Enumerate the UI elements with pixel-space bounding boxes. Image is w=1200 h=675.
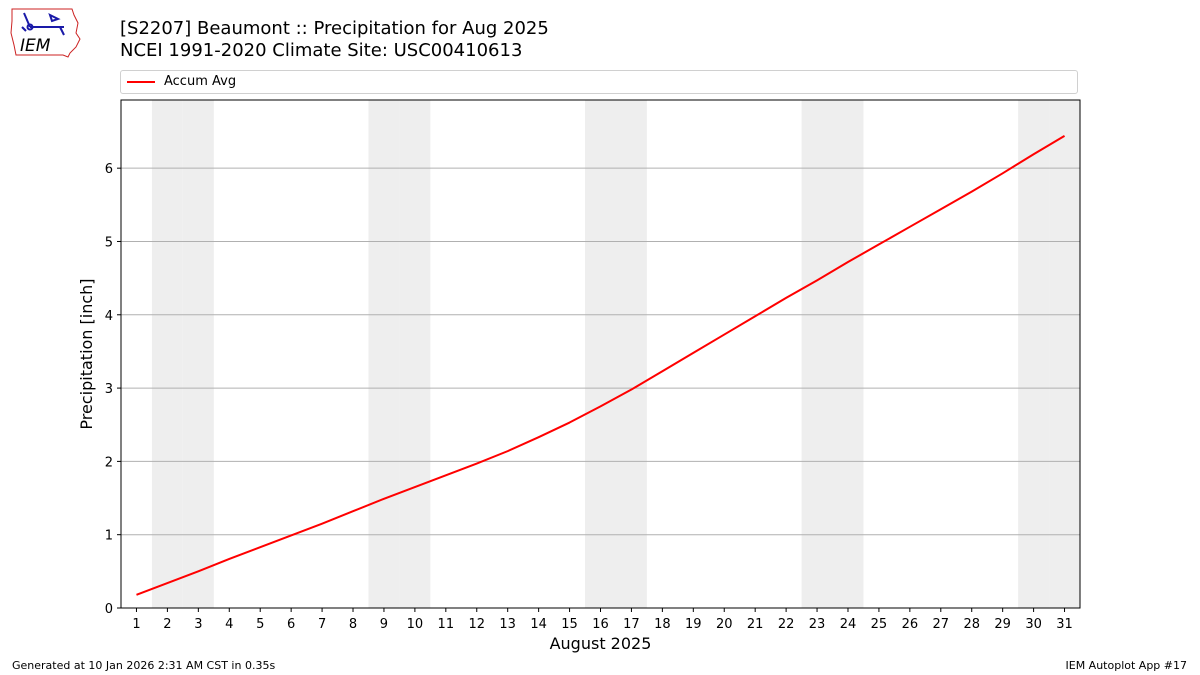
weekend-band-day-10: [399, 100, 431, 608]
x-tick-label-17: 17: [623, 617, 640, 632]
weekend-band-day-9: [368, 100, 400, 608]
x-axis-label: August 2025: [550, 634, 652, 653]
weekend-band-day-3: [182, 100, 214, 608]
x-tick-label-4: 4: [225, 617, 233, 632]
x-tick-label-12: 12: [468, 617, 485, 632]
weekend-bands: [151, 100, 1080, 608]
x-axis-ticks: 1 2 3 4 5 6 7 8 9 10 11 12 13 14 15 16 17 18 19 20 21 22 23 24 2…: [132, 608, 1073, 632]
x-tick-label-3: 3: [194, 617, 202, 632]
weekend-band-day-30: [1018, 100, 1050, 608]
x-tick-label-29: 29: [994, 617, 1011, 632]
chart-title-line-1: [S2207] Beaumont :: Precipitation for Au…: [120, 18, 549, 39]
x-tick-label-6: 6: [287, 617, 295, 632]
x-tick-label-30: 30: [1025, 617, 1042, 632]
x-tick-label-13: 13: [499, 617, 516, 632]
x-tick-label-31: 31: [1056, 617, 1073, 632]
x-tick-label-21: 21: [747, 617, 764, 632]
series-layer: [136, 135, 1066, 596]
y-tick-label-2: 2: [105, 455, 113, 470]
y-tick-label-5: 5: [105, 235, 113, 250]
legend-swatch-accum-avg: [127, 81, 155, 83]
weekend-band-day-23: [801, 100, 833, 608]
y-axis-ticks: 0 1 2 3 4 5 6: [105, 162, 121, 617]
chart-legend: Accum Avg: [120, 70, 1078, 94]
iem-logo: IEM: [10, 8, 81, 58]
y-tick-label-0: 0: [105, 602, 113, 617]
x-tick-label-8: 8: [349, 617, 357, 632]
legend-label-accum-avg: Accum Avg: [164, 74, 237, 89]
logo-text: IEM: [20, 36, 51, 56]
x-tick-label-25: 25: [871, 617, 888, 632]
x-tick-label-23: 23: [809, 617, 826, 632]
x-tick-label-26: 26: [902, 617, 919, 632]
y-tick-label-6: 6: [105, 162, 113, 177]
x-tick-label-7: 7: [318, 617, 326, 632]
x-tick-label-14: 14: [530, 617, 547, 632]
y-axis-label: Precipitation [inch]: [77, 278, 96, 429]
x-tick-label-2: 2: [163, 617, 171, 632]
chart-title: [S2207] Beaumont :: Precipitation for Au…: [120, 18, 549, 62]
x-tick-label-22: 22: [778, 617, 795, 632]
weekend-band-day-2: [151, 100, 183, 608]
autoplot-app-label: IEM Autoplot App #17: [1065, 659, 1188, 672]
x-tick-label-15: 15: [561, 617, 578, 632]
y-tick-label-1: 1: [105, 529, 113, 544]
iowa-state-outline: [10, 8, 81, 58]
y-tick-label-3: 3: [105, 382, 113, 397]
x-tick-label-5: 5: [256, 617, 264, 632]
x-tick-label-20: 20: [716, 617, 733, 632]
y-gridlines: [121, 167, 1080, 536]
weekend-band-day-17: [615, 100, 647, 608]
x-tick-label-11: 11: [438, 617, 455, 632]
x-tick-label-9: 9: [380, 617, 388, 632]
x-tick-label-28: 28: [963, 617, 980, 632]
weather-station-icon: [21, 12, 65, 36]
weekend-band-day-24: [832, 100, 864, 608]
weekend-band-day-31: [1049, 100, 1080, 608]
generated-timestamp: Generated at 10 Jan 2026 2:31 AM CST in …: [12, 659, 276, 672]
x-tick-label-16: 16: [592, 617, 609, 632]
chart-title-line-2: NCEI 1991-2020 Climate Site: USC00410613: [120, 40, 523, 61]
x-tick-label-1: 1: [132, 617, 140, 632]
weekend-band-day-16: [585, 100, 616, 608]
x-tick-label-10: 10: [407, 617, 424, 632]
x-tick-label-19: 19: [685, 617, 702, 632]
x-tick-label-18: 18: [654, 617, 671, 632]
x-tick-label-24: 24: [840, 617, 857, 632]
x-tick-label-27: 27: [933, 617, 950, 632]
y-tick-label-4: 4: [105, 309, 113, 324]
series-line-accum-avg: [136, 135, 1066, 596]
